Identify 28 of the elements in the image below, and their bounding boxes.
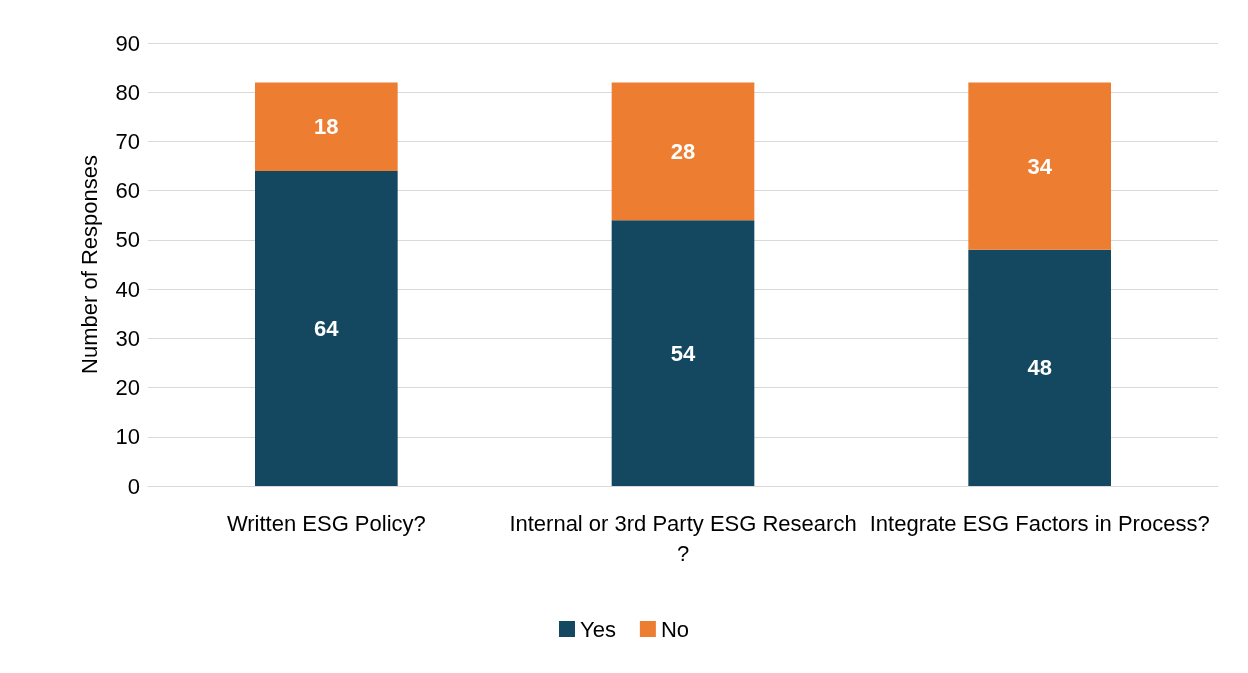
bar bbox=[968, 249, 1111, 486]
y-tick-label: 20 bbox=[115, 375, 140, 401]
data-label: 18 bbox=[314, 114, 339, 140]
legend-label: No bbox=[660, 616, 690, 642]
data-label: 48 bbox=[1027, 355, 1052, 381]
y-tick-label: 80 bbox=[115, 79, 140, 105]
x-tick-label: Internal or 3rd Party ESG Research? bbox=[509, 510, 857, 566]
y-tick-label: 60 bbox=[115, 178, 140, 204]
y-tick-label: 90 bbox=[115, 30, 140, 56]
y-axis-title: Number of Responses bbox=[76, 155, 102, 374]
y-tick-label: 0 bbox=[127, 473, 140, 499]
bar bbox=[255, 170, 398, 486]
legend-label: Yes bbox=[579, 616, 616, 642]
data-label: 34 bbox=[1027, 153, 1053, 179]
bar bbox=[611, 82, 755, 221]
data-label: 28 bbox=[670, 138, 696, 164]
bar bbox=[968, 82, 1111, 250]
x-tick-label: Integrate ESG Factors in Process? bbox=[869, 510, 1210, 536]
y-tick-label: 40 bbox=[115, 276, 140, 302]
y-tick-label: 10 bbox=[115, 424, 140, 450]
data-label: 54 bbox=[670, 340, 696, 366]
bar bbox=[255, 82, 398, 171]
x-tick-label: Written ESG Policy? bbox=[226, 510, 426, 536]
y-tick-label: 70 bbox=[115, 128, 140, 154]
bar bbox=[611, 220, 755, 486]
y-tick-label: 50 bbox=[115, 227, 140, 253]
data-label: 64 bbox=[314, 315, 340, 341]
y-tick-label: 30 bbox=[115, 325, 140, 351]
